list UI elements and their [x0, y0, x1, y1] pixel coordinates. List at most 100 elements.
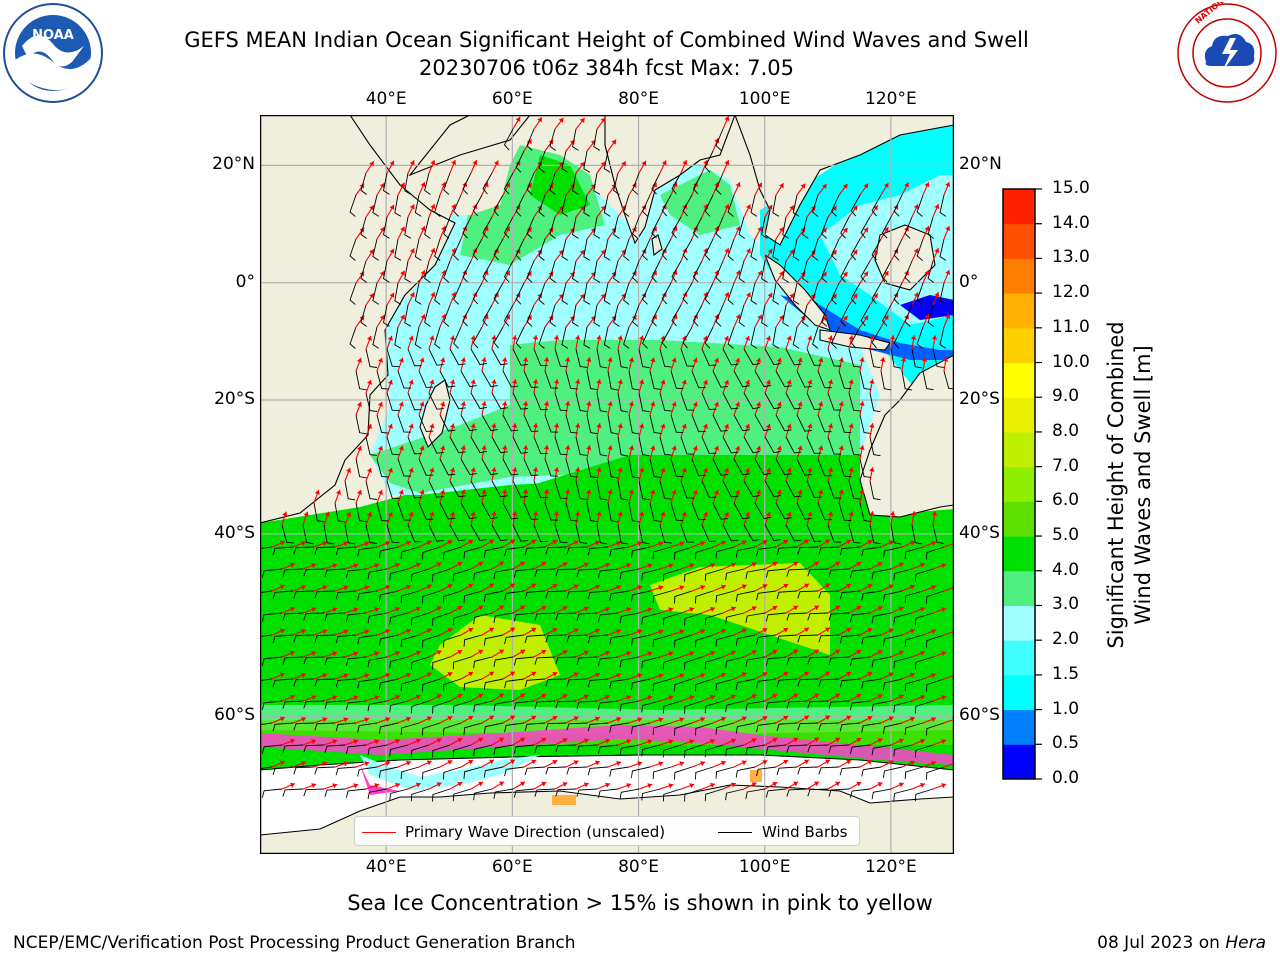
lat-tick-label-left: 60°S	[214, 705, 255, 726]
wind-barb	[807, 788, 829, 797]
wave-arrow-head	[910, 511, 917, 516]
wind-barb	[561, 194, 569, 217]
wind-barb	[817, 370, 832, 389]
wave-arrow-head	[660, 511, 666, 517]
wind-barb	[722, 392, 739, 410]
wind-barb	[641, 568, 661, 581]
wind-barb	[533, 348, 548, 367]
wave-arrow-head	[723, 423, 729, 429]
wave-arrow-head	[489, 583, 495, 589]
wave-arrow-head	[364, 673, 370, 679]
wave-arrow-head	[594, 584, 600, 590]
wind-barb	[893, 568, 913, 581]
wave-arrow	[943, 718, 954, 724]
wave-arrow-head	[379, 227, 385, 233]
wind-barb	[630, 634, 651, 646]
wind-barb	[452, 656, 472, 670]
wave-arrow-head	[616, 540, 622, 546]
wind-barb	[939, 282, 947, 305]
wind-barb	[513, 700, 535, 710]
wind-barb	[561, 150, 569, 173]
wind-barb	[434, 194, 441, 217]
wind-barb	[404, 216, 412, 239]
colorbar-tick-label: 15.0	[1052, 178, 1090, 198]
wind-barb	[684, 744, 703, 758]
wind-barb	[904, 304, 913, 327]
wave-arrow-head	[735, 226, 741, 232]
wind-barb	[596, 524, 608, 545]
wind-barb	[671, 216, 682, 239]
wave-arrow-head	[626, 739, 632, 745]
wind-barb	[410, 788, 430, 802]
wave-arrow-head	[357, 357, 363, 363]
wind-barb	[422, 590, 441, 604]
wave-arrow-head	[825, 715, 831, 721]
wave-arrow-head	[395, 694, 401, 700]
wind-barb	[260, 546, 273, 550]
wind-barb	[357, 546, 378, 557]
wave-arrow-head	[531, 627, 537, 633]
wind-barb	[630, 766, 651, 778]
wave-arrow-head	[478, 737, 484, 743]
wave-arrow-head	[637, 717, 643, 723]
wave-arrow-head	[387, 335, 393, 341]
wind-barb	[583, 282, 591, 305]
wind-barb	[871, 700, 892, 712]
wind-barb	[671, 260, 682, 283]
wave-arrow-head	[607, 357, 613, 363]
wave-arrow-head	[821, 315, 827, 321]
wind-barb	[659, 348, 672, 368]
wind-barb	[839, 722, 861, 732]
wave-arrow-head	[440, 357, 446, 363]
wave-arrow-head	[405, 540, 411, 546]
colorbar-band	[1003, 709, 1035, 745]
wind-barb	[344, 480, 356, 501]
wind-barb	[662, 656, 682, 670]
wave-arrow-head	[650, 445, 656, 451]
wind-barb	[630, 546, 651, 558]
wave-arrow-head	[564, 401, 571, 406]
wind-barb	[850, 194, 861, 217]
wave-arrow-head	[543, 401, 550, 406]
wind-barb	[674, 590, 693, 604]
wave-arrow-head	[460, 357, 466, 363]
wind-barb	[792, 194, 800, 217]
wave-arrow-head	[700, 541, 706, 547]
wind-barb	[453, 238, 462, 261]
wind-barb	[893, 326, 903, 349]
wind-barb	[504, 678, 525, 689]
wind-barb	[596, 436, 608, 457]
wave-arrow	[943, 542, 954, 548]
wave-arrow-head	[730, 782, 736, 788]
wave-arrow-head	[776, 489, 782, 495]
wave-arrow-head	[541, 737, 547, 743]
wave-arrow-head	[867, 540, 873, 545]
wave-arrow-head	[744, 511, 750, 517]
wind-barb	[400, 722, 420, 735]
wind-barb	[649, 370, 662, 390]
wind-barb	[424, 304, 431, 327]
wave-arrow-head	[594, 760, 600, 766]
wind-barb	[692, 304, 703, 327]
wind-barb	[452, 612, 472, 626]
wind-barb	[821, 304, 829, 327]
wind-barb	[786, 568, 808, 577]
wind-barb	[859, 458, 872, 478]
wind-barb	[572, 172, 579, 195]
wave-arrow-head	[457, 781, 463, 787]
wave-arrow-head	[735, 270, 741, 276]
wave-arrow-head	[489, 627, 495, 633]
wave-arrow-head	[859, 357, 865, 362]
wave-arrow-head	[387, 379, 393, 385]
wind-barb	[715, 546, 735, 559]
wind-barb	[504, 722, 525, 733]
wind-barb	[443, 172, 451, 195]
wave-arrow-head	[877, 782, 883, 787]
wave-arrow-head	[789, 249, 794, 255]
wave-arrow-head	[510, 715, 516, 721]
wind-barb	[481, 502, 498, 520]
wind-barb	[797, 766, 819, 775]
wind-barb	[483, 722, 504, 734]
wave-arrow-head	[366, 423, 372, 429]
wind-barb	[692, 260, 703, 283]
